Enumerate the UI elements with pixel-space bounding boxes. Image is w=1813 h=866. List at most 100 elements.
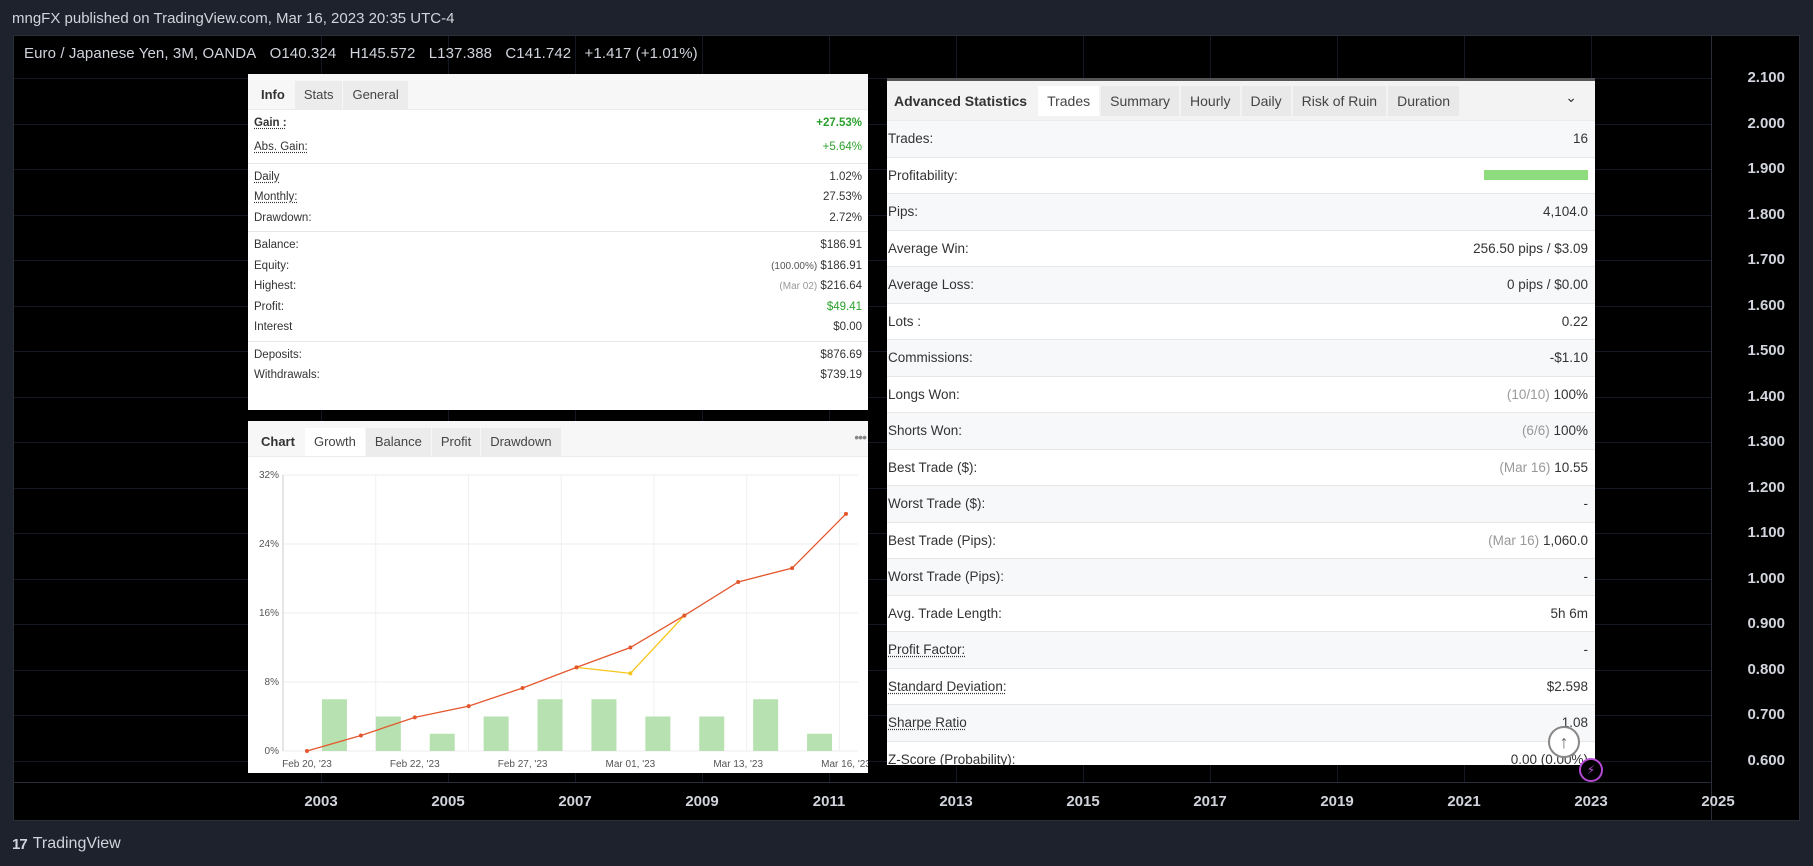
price-axis[interactable]: 2.100 2.000 1.900 1.800 1.700 1.600 1.500 1.400…	[1711, 36, 1799, 820]
tab-profit[interactable]: Profit	[431, 428, 481, 456]
tab-balance[interactable]: Balance	[365, 428, 431, 456]
stat-row: Standard Deviation: $2.598	[887, 669, 1595, 705]
stat-value: 0 pips / $0.00	[1506, 277, 1588, 293]
growth-chart-panel: Chart Growth Balance Profit Drawdown •••…	[248, 421, 871, 788]
lightning-icon[interactable]: ⚡	[1579, 758, 1603, 782]
stat-row: Best Trade ($): (Mar 16) 10.55	[887, 450, 1595, 486]
stat-value-wrap: 4,104.0	[1543, 204, 1588, 219]
interest-row: Interest $0.00	[248, 317, 868, 338]
divider	[248, 162, 868, 164]
bar	[321, 699, 347, 751]
tab-summary[interactable]: Summary	[1101, 85, 1180, 116]
stat-value-wrap: $2.598	[1547, 679, 1588, 694]
stat-label: Worst Trade (Pips):	[888, 569, 1005, 585]
x-tick-label: Feb 22, '23	[390, 759, 440, 770]
growth-chart[interactable]: 32% 24% 16% 8% 0%Feb 20, '23 Feb 22, '23 Feb 2…	[248, 457, 871, 788]
stat-row: Worst Trade (Pips): -	[887, 559, 1595, 596]
highest-label: Highest:	[254, 280, 297, 293]
stat-row: Lots : 0.22	[887, 304, 1595, 340]
stat-value: 4,104.0	[1542, 204, 1588, 220]
stat-value-wrap: (Mar 16) 10.55	[1499, 460, 1588, 475]
y-tick-label: 0%	[265, 746, 280, 757]
price-tick-label: 1.300	[1747, 433, 1785, 450]
stat-label[interactable]: Profit Factor:	[888, 642, 966, 658]
stat-note: (10/10)	[1506, 386, 1550, 402]
stat-row: Commissions: -$1.10	[887, 340, 1595, 377]
divider	[248, 231, 868, 232]
info-tabs: Info Stats General	[248, 74, 868, 110]
footer-brand-label: TradingView	[32, 835, 121, 852]
gain-value: +27.53%	[816, 117, 862, 130]
chart-tabs: Chart Growth Balance Profit Drawdown •••	[248, 421, 868, 457]
deposits-row: Deposits: $876.69	[248, 345, 868, 366]
gain-label[interactable]: Gain :	[254, 117, 287, 130]
tab-trades[interactable]: Trades	[1038, 85, 1100, 116]
symbol-name[interactable]: Euro / Japanese Yen, 3M, OANDA	[24, 45, 257, 62]
stat-label: Avg. Trade Length:	[888, 605, 1002, 621]
profit-row: Profit: $49.41	[248, 297, 868, 318]
price-tick-label: 2.000	[1747, 114, 1785, 132]
tab-hourly[interactable]: Hourly	[1181, 85, 1240, 116]
stat-label[interactable]: Standard Deviation:	[888, 678, 1007, 694]
price-tick-label: 1.600	[1747, 296, 1785, 314]
tab-chart[interactable]: Chart	[261, 434, 295, 449]
divider	[248, 340, 868, 342]
advanced-tabs: Advanced Statistics Trades Summary Hourl…	[887, 81, 1595, 121]
stat-row: Profitability:	[887, 158, 1595, 194]
tab-stats[interactable]: Stats	[294, 81, 343, 109]
equity-note: (100.00%)	[771, 260, 818, 272]
price-tick-label: 0.600	[1747, 751, 1785, 769]
stat-value: 1,060.0	[1542, 532, 1588, 548]
stat-row: Shorts Won: (6/6) 100%	[887, 413, 1595, 450]
time-tick-label: 2007	[558, 793, 592, 810]
time-tick-label: 2021	[1447, 793, 1481, 810]
advanced-statistics-panel: Advanced Statistics Trades Summary Hourl…	[887, 78, 1595, 765]
daily-label[interactable]: Daily	[254, 170, 280, 183]
time-tick-label: 2003	[304, 793, 338, 810]
stat-value-wrap: -	[1584, 642, 1589, 657]
stat-row: Worst Trade ($): -	[887, 486, 1595, 523]
time-axis[interactable]: 2003 2005 2007 2009 2011 2013 2015 2017 2019 2021…	[14, 782, 1735, 820]
withdrawals-value: $739.19	[820, 369, 862, 382]
drawdown-value: 2.72%	[829, 211, 862, 224]
stat-row: Best Trade (Pips): (Mar 16) 1,060.0	[887, 523, 1595, 559]
growth-point	[628, 645, 633, 650]
tab-general[interactable]: General	[343, 81, 408, 109]
more-dots-icon[interactable]: •••	[854, 429, 867, 445]
tab-drawdown[interactable]: Drawdown	[481, 428, 561, 456]
chevron-down-icon[interactable]: ⌄	[1565, 89, 1577, 105]
stat-row: Sharpe Ratio 1.08	[887, 705, 1595, 742]
bar	[483, 716, 509, 751]
tab-daily[interactable]: Daily	[1241, 85, 1291, 116]
tab-duration[interactable]: Duration	[1388, 85, 1460, 116]
bar	[645, 716, 671, 751]
stat-label[interactable]: Sharpe Ratio	[888, 715, 967, 731]
time-tick-label: 2005	[431, 793, 465, 810]
tab-growth[interactable]: Growth	[304, 428, 365, 456]
growth-point	[305, 749, 309, 753]
time-tick-label: 2011	[812, 793, 846, 810]
y-tick-label: 24%	[259, 539, 279, 550]
equity-point	[628, 671, 633, 676]
monthly-label[interactable]: Monthly:	[254, 191, 298, 204]
bar	[375, 716, 401, 751]
stat-label: Z-Score (Probability):	[888, 751, 1016, 765]
stat-value-wrap: 5h 6m	[1550, 606, 1588, 621]
abs-gain-label[interactable]: Abs. Gain:	[254, 140, 308, 153]
profit-value: $49.41	[826, 300, 862, 313]
tab-info[interactable]: Info	[261, 87, 285, 102]
tab-risk-of-ruin[interactable]: Risk of Ruin	[1292, 85, 1387, 116]
equity-growth-line	[576, 615, 685, 675]
time-tick-label: 2015	[1066, 793, 1100, 810]
interest-value: $0.00	[833, 321, 862, 334]
time-tick-label: 2025	[1701, 793, 1735, 810]
publish-info: mngFX published on TradingView.com, Mar …	[12, 10, 455, 27]
price-tick-label: 1.900	[1747, 160, 1785, 177]
ohlc-low: L137.388	[428, 45, 493, 62]
scroll-top-button[interactable]: ↑	[1548, 726, 1580, 758]
time-tick-label: 2013	[939, 793, 973, 810]
growth-point	[736, 579, 741, 584]
tab-advanced-statistics[interactable]: Advanced Statistics	[894, 92, 1028, 109]
monthly-row: Monthly: 27.53%	[248, 187, 868, 208]
stat-label: Trades:	[888, 131, 934, 147]
